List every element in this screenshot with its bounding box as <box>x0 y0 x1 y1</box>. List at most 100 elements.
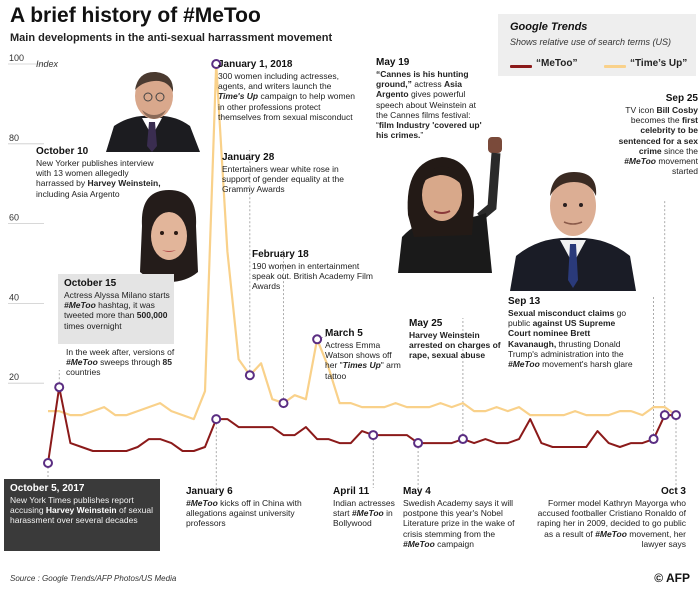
y-tick-80: 80 <box>9 133 19 143</box>
annotation-text: #MeToo <box>624 156 656 167</box>
marker-5 <box>278 398 289 409</box>
annotation-text: kicks off in China with allegations agai… <box>186 498 302 529</box>
annotation-text: #MeToo <box>403 538 435 549</box>
legend-metoo-swatch <box>510 65 532 68</box>
annotation-jan6-date: January 6 <box>186 486 233 497</box>
annotation-text: go public <box>508 308 627 329</box>
annotation-jan28-date: January 28 <box>222 152 275 163</box>
annotation-text: Swedish Academy says it will postpone th… <box>403 498 515 539</box>
annotation-sep25-date: Sep 25 <box>665 93 698 104</box>
annotation-text: first celebrity to be sentenced for a se… <box>618 115 698 156</box>
annotation-text: In the week after, versions of <box>66 347 175 357</box>
annotation-apr11-date: April 11 <box>333 486 370 497</box>
y-tick-20: 20 <box>9 372 19 382</box>
annotation-text: Sexual misconduct claims <box>508 308 615 318</box>
annotation-text: 300 women including actresses, agents, a… <box>218 71 339 92</box>
annotation-text: movement's harsh glare <box>539 359 633 370</box>
annotation-text: including Asia Argento <box>36 188 120 199</box>
legend-subheading: Shows relative use of search terms (US) <box>510 37 672 47</box>
annotation-may4: May 4 Swedish Academy says it will postp… <box>403 486 519 549</box>
annotation-text: movement started <box>655 156 698 177</box>
annotation-mar5: March 5 Actress Emma Watson shows off he… <box>325 328 405 381</box>
annotation-text: in Bollywood <box>333 508 393 529</box>
annotation-text: Asia Argento <box>376 79 462 100</box>
marker-0 <box>43 458 53 468</box>
event-markers <box>43 59 681 468</box>
y-axis-label: Index <box>36 59 59 69</box>
marker-4 <box>244 370 255 381</box>
annotation-text: Harvey Weinstein arrested on charges of … <box>409 330 501 361</box>
annotation-text: becomes the <box>630 115 682 126</box>
annotation-text: ” <box>420 130 424 141</box>
annotation-text: 190 women in entertainment speak out. Br… <box>252 261 373 292</box>
y-tick-100: 100 <box>9 53 24 63</box>
annotation-week-after: In the week after, versions of #MeToo sw… <box>66 347 190 378</box>
annotation-may19-date: May 19 <box>376 57 410 68</box>
annotation-text: gives powerful speech about Weinstein at… <box>376 89 477 131</box>
annotation-text: #MeToo <box>66 357 98 368</box>
annotation-text: 85 <box>162 357 172 368</box>
annotation-text: film Industry 'covered up' his crimes. <box>376 120 482 141</box>
marker-7 <box>368 430 379 441</box>
annotation-text: campaign to help women in other professi… <box>218 91 356 122</box>
annotation-text: movement, her lawyer says <box>626 528 686 549</box>
legend-timesup-label: “Time’s Up” <box>630 58 688 69</box>
annotation-oct5-date: October 5, 2017 <box>10 483 85 494</box>
leader-6 <box>317 333 334 340</box>
legend: Google Trends Shows relative use of sear… <box>498 14 696 76</box>
annotation-text: campaign <box>434 538 475 549</box>
y-axis-ticks: 20 40 60 80 100 Index <box>9 53 59 382</box>
annotation-text: TV icon <box>625 105 657 115</box>
annotation-text: against US Supreme Court nominee Brett K… <box>508 318 616 349</box>
annotation-text: #MeToo <box>595 528 627 539</box>
page-subtitle: Main developments in the anti-sexual har… <box>10 32 333 44</box>
marker-1 <box>54 382 65 393</box>
annotation-sep13-date: Sep 13 <box>508 296 541 307</box>
annotation-text: New York Times publishes report accusing <box>10 495 134 516</box>
annotation-feb18-date: February 18 <box>252 249 309 260</box>
annotation-jan28: January 28 Entertainers wear white rose … <box>222 152 350 195</box>
annotation-may4-date: May 4 <box>403 486 431 497</box>
annotation-text: of sexual harassment over several decade… <box>10 505 154 526</box>
annotation-text: sweeps through <box>97 357 163 368</box>
annotation-text: Indian actresses start <box>333 498 395 519</box>
milano-photo <box>136 186 202 286</box>
annotation-text: #MeToo <box>64 300 96 311</box>
annotation-oct15-date: October 15 <box>64 278 117 289</box>
annotation-oct10: October 10 New Yorker publishes intervie… <box>36 146 166 199</box>
series-line-metoo <box>47 386 676 464</box>
annotation-text: Actress Emma Watson shows off her " <box>325 340 392 371</box>
annotation-mar5-date: March 5 <box>325 328 363 339</box>
weinstein-photo <box>102 66 202 152</box>
annotation-may25: May 25 Harvey Weinstein arrested on char… <box>409 318 507 361</box>
marker-8 <box>413 438 424 449</box>
argento-photo <box>396 137 508 273</box>
annotation-text: Actress Alyssa Milano starts <box>64 290 170 300</box>
annotation-oct15: October 15 Actress Alyssa Milano starts … <box>64 278 172 331</box>
marker-6 <box>312 334 323 345</box>
annotation-jan1-date: January 1, 2018 <box>218 59 293 70</box>
chart-grid <box>8 63 44 384</box>
y-tick-40: 40 <box>9 292 19 302</box>
kavanaugh-photo <box>510 160 636 291</box>
annotation-oct15-box <box>58 274 174 344</box>
annotation-text: since the <box>661 145 698 156</box>
annotation-text: Times Up <box>342 360 381 371</box>
marker-10 <box>648 434 659 445</box>
marker-12 <box>671 410 681 421</box>
annotation-oct3-date: Oct 3 <box>660 486 686 497</box>
annotation-text: Time's Up <box>218 91 259 102</box>
annotation-oct3: Oct 3 Former model Kathryn Mayorga who a… <box>536 486 686 549</box>
annotation-feb18: February 18 190 women in entertainment s… <box>252 249 378 292</box>
annotation-text: “Cannes is his hunting ground,” <box>376 69 469 90</box>
annotation-oct5-box <box>4 479 160 551</box>
annotation-oct5: October 5, 2017 New York Times publishes… <box>10 483 156 526</box>
annotation-text: #MeToo <box>508 359 540 370</box>
annotation-may25-date: May 25 <box>409 318 443 329</box>
annotation-jan6: January 6 #MeToo kicks off in China with… <box>186 486 314 529</box>
page-title: A brief history of #MeToo <box>10 4 261 27</box>
annotation-text: #MeToo <box>186 498 218 508</box>
marker-2 <box>211 59 222 69</box>
annotation-text: Harvey Weinstein <box>45 505 117 516</box>
legend-timesup-swatch <box>604 65 626 68</box>
